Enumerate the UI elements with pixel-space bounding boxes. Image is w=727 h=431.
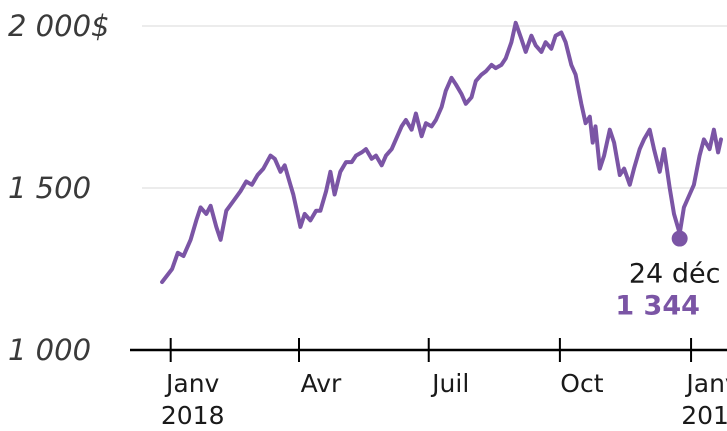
x-tick-month-label: Juil	[430, 369, 469, 398]
y-tick-label: 1 500	[8, 171, 91, 205]
x-tick-year-label: 2019	[681, 401, 727, 430]
x-tick-year-label: 2018	[161, 401, 225, 430]
low-point-date-label: 24 déc	[629, 259, 721, 290]
y-axis-labels: 2 000$ 1 500 1 000	[8, 9, 109, 367]
x-tick-month-label: Oct	[560, 369, 603, 398]
low-point-marker	[671, 230, 688, 247]
low-point-value-label: 1 344	[615, 291, 700, 322]
y-tick-label: 1 000	[8, 333, 91, 367]
x-tick-month-label: Avr	[301, 369, 342, 398]
x-tick-month-label: Janv	[164, 369, 220, 398]
y-tick-label: 2 000$	[8, 9, 109, 43]
gridlines	[142, 25, 727, 189]
low-point-annotation: 24 déc 1 344	[615, 230, 721, 322]
x-tick-month-label: Janv	[684, 369, 727, 398]
x-axis-ticks	[169, 338, 693, 362]
x-axis-labels: Janv 2018 Avr Juil Oct Janv 2019	[161, 369, 727, 430]
price-series-line	[160, 20, 723, 284]
